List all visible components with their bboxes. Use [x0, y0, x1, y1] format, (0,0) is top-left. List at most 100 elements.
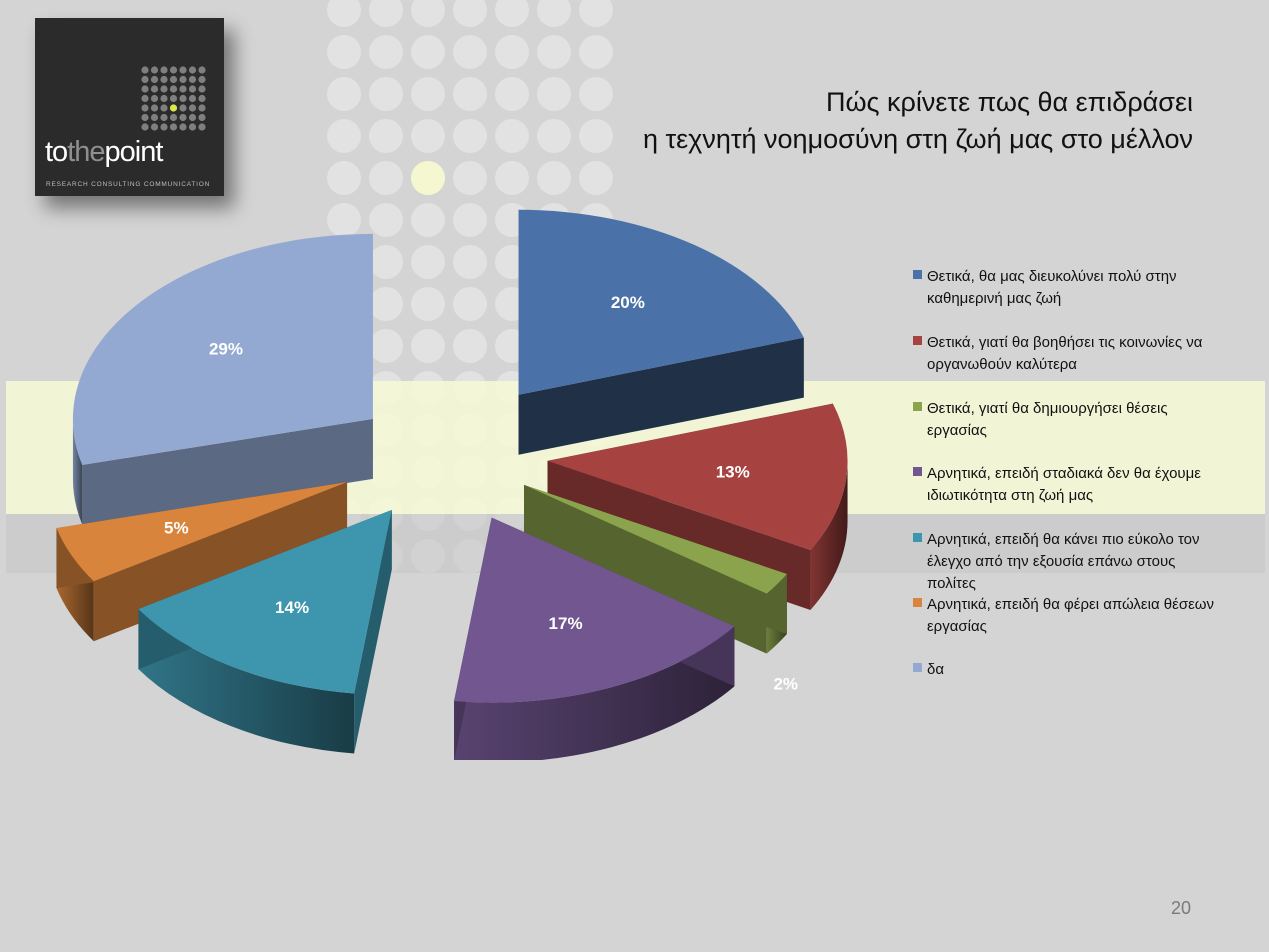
- logo-dot: [141, 123, 149, 131]
- pie-slice-rim: [138, 609, 355, 754]
- logo-word-to: to: [45, 136, 68, 168]
- title-line-2: η τεχνητή νοημοσύνη στη ζωή μας στο μέλλ…: [642, 124, 1193, 154]
- pie-slice-wall: [518, 337, 804, 455]
- logo-dot: [169, 85, 178, 93]
- legend-swatch: [913, 598, 922, 607]
- pie-slice-wall: [82, 418, 373, 525]
- logo-dot: [150, 113, 159, 122]
- pie-slice-top: [523, 484, 787, 594]
- background-dot: [453, 77, 487, 111]
- pie-chart: 20% 29% 13% 5% 2% 14% 17%: [56, 209, 848, 760]
- logo-dot: [160, 75, 168, 84]
- background-dot: [411, 203, 445, 237]
- background-dot: [327, 0, 361, 27]
- pie-slice-rim: [810, 460, 848, 610]
- data-label: 13%: [716, 463, 750, 482]
- logo-dot: [160, 85, 168, 93]
- data-label: 2%: [773, 674, 798, 693]
- company-logo: tothepoint RESEARCH CONSULTING COMMUNICA…: [35, 18, 224, 196]
- logo-dot: [179, 123, 187, 131]
- background-dot: [453, 0, 487, 27]
- background-dot: [327, 35, 361, 69]
- background-dot: [537, 0, 571, 27]
- logo-dot: [150, 94, 159, 103]
- background-dot: [495, 161, 529, 195]
- background-dot: [537, 161, 571, 195]
- legend-swatch: [913, 663, 922, 672]
- data-label: 29%: [209, 340, 243, 359]
- background-dot: [369, 119, 403, 153]
- legend-swatch: [913, 533, 922, 542]
- pie-slice-rim: [72, 418, 83, 525]
- background-dot: [327, 161, 361, 195]
- background-dot: [579, 35, 613, 69]
- logo-word-point: point: [104, 136, 164, 168]
- legend-label: Αρνητικά, επειδή θα κάνει πιο εύκολο τον…: [927, 531, 1200, 592]
- logo-dot: [198, 85, 206, 93]
- logo-dot: [198, 123, 206, 131]
- logo-dot: [141, 75, 149, 84]
- logo-dot: [160, 113, 168, 122]
- legend-label: Θετικά, θα μας διευκολύνει πολύ στην καθ…: [927, 268, 1177, 307]
- legend-label: δα: [927, 661, 945, 678]
- background-dot: [495, 119, 529, 153]
- logo-dot: [188, 66, 197, 74]
- legend-swatch: [913, 270, 922, 279]
- logo-subtitle: RESEARCH CONSULTING COMMUNICATION: [46, 181, 211, 188]
- background-dot: [411, 0, 445, 27]
- logo-dot: [141, 94, 149, 103]
- background-dot: [411, 245, 445, 279]
- logo-dot: [179, 104, 187, 112]
- background-dot: [411, 77, 445, 111]
- logo-dot: [198, 66, 206, 74]
- background-dot: [369, 245, 403, 279]
- background-dot: [579, 77, 613, 111]
- background-dot: [369, 287, 403, 321]
- logo-wordmark: tothepoint: [45, 136, 164, 169]
- logo-dot: [150, 66, 159, 74]
- legend-label: Θετικά, γιατί θα βοηθήσει τις κοινωνίες …: [927, 334, 1203, 373]
- background-dot: [537, 35, 571, 69]
- logo-dot: [179, 75, 187, 84]
- logo-dot: [160, 66, 168, 74]
- logo-dot: [188, 94, 197, 103]
- background-dot: [327, 203, 361, 237]
- logo-dot-grid: [141, 66, 206, 131]
- background-dot: [411, 287, 445, 321]
- legend-swatch: [913, 336, 922, 345]
- logo-dot: [198, 104, 206, 112]
- background-dot: [453, 329, 487, 363]
- logo-dot: [169, 66, 178, 74]
- logo-dot: [198, 94, 206, 103]
- background-dot: [411, 35, 445, 69]
- logo-dot: [141, 104, 149, 112]
- logo-dot: [141, 66, 149, 74]
- pie-slice: 29%: [72, 233, 373, 525]
- background-dot: [327, 77, 361, 111]
- background-dot: [579, 0, 613, 27]
- legend-swatch: [913, 402, 922, 411]
- logo-dot: [179, 85, 187, 93]
- logo-dot: [160, 123, 168, 131]
- logo-dot: [188, 75, 197, 84]
- logo-dot: [160, 104, 168, 112]
- background-dot: [327, 119, 361, 153]
- background-dot-highlight: [411, 161, 445, 195]
- legend-label: Αρνητικά, επειδή σταδιακά δεν θα έχουμε …: [927, 465, 1201, 504]
- slide-title: Πώς κρίνετε πως θα επιδράσει η τεχνητή ν…: [643, 84, 1193, 158]
- logo-dot: [169, 123, 178, 131]
- logo-dot: [188, 85, 197, 93]
- pie-slice: 14%: [138, 509, 392, 754]
- background-dot: [369, 0, 403, 27]
- pie-slice-top: [518, 209, 804, 395]
- background-dot: [537, 119, 571, 153]
- legend-label: Θετικά, γιατί θα δημιουργήσει θέσεις εργ…: [927, 400, 1168, 439]
- background-dot: [453, 119, 487, 153]
- pie-slice-top: [56, 482, 348, 582]
- background-dot: [453, 203, 487, 237]
- pie-slice-top: [138, 509, 392, 694]
- pie-slice: 17%: [454, 517, 735, 760]
- background-dot: [495, 77, 529, 111]
- logo-dot: [141, 85, 149, 93]
- background-dot: [369, 203, 403, 237]
